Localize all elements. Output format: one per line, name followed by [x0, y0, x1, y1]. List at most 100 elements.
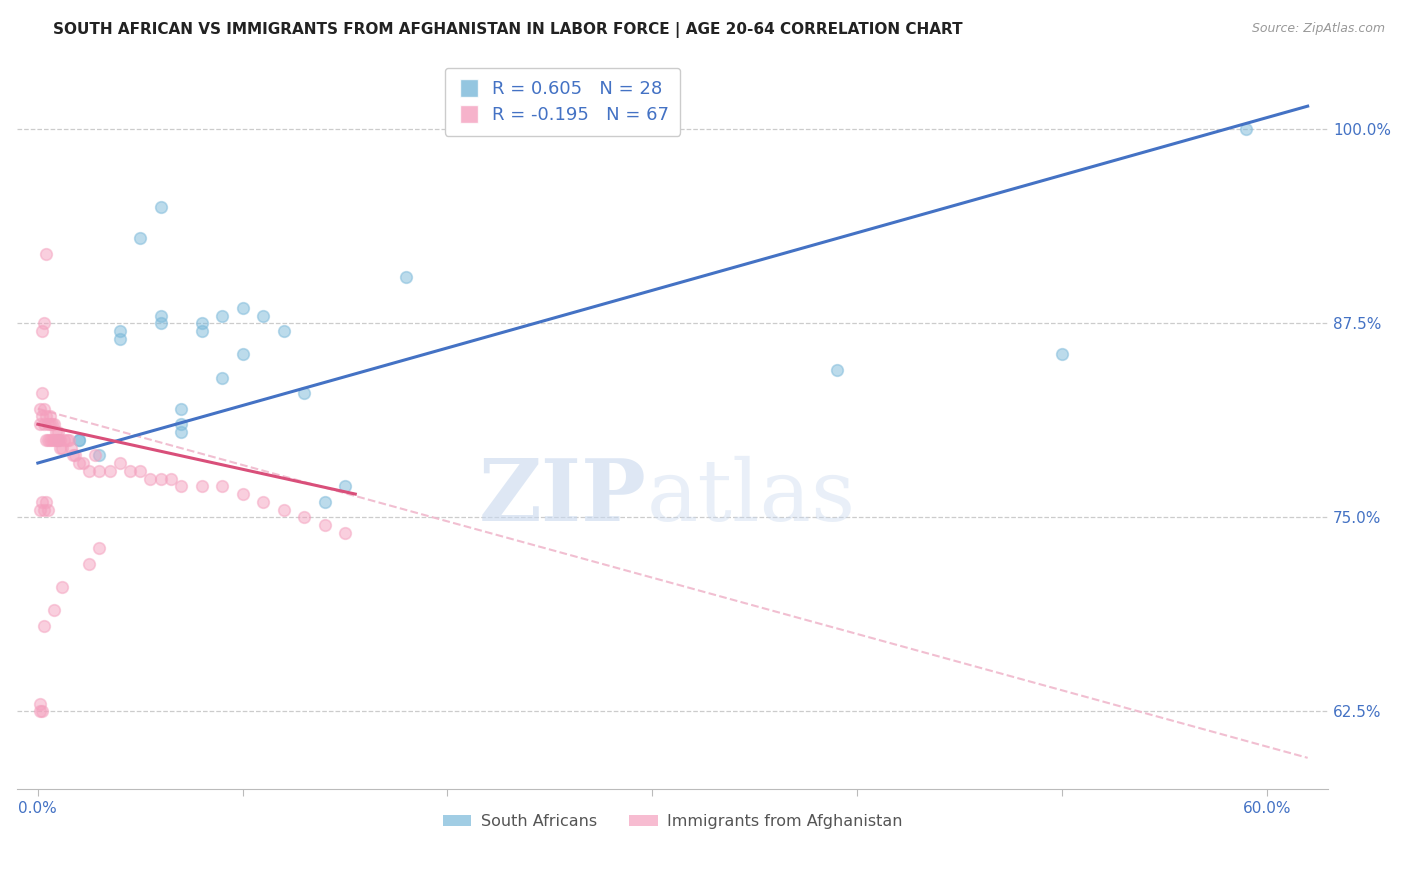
- Point: [273, 502, 295, 516]
- Point: [35, 246, 58, 260]
- Point: [149, 317, 172, 331]
- Text: Source: ZipAtlas.com: Source: ZipAtlas.com: [1251, 22, 1385, 36]
- Point: [211, 370, 233, 384]
- Point: [35, 409, 58, 424]
- Point: [232, 301, 254, 315]
- Point: [273, 324, 295, 338]
- Point: [77, 557, 100, 571]
- Point: [46, 433, 69, 447]
- Point: [77, 464, 100, 478]
- Point: [89, 448, 111, 462]
- Point: [129, 464, 152, 478]
- Point: [139, 471, 162, 485]
- Point: [41, 417, 63, 432]
- Point: [62, 448, 84, 462]
- Point: [67, 433, 90, 447]
- Point: [37, 417, 59, 432]
- Point: [35, 495, 58, 509]
- Point: [46, 425, 69, 439]
- Point: [89, 464, 111, 478]
- Point: [32, 401, 55, 416]
- Point: [395, 269, 418, 284]
- Point: [129, 231, 152, 245]
- Point: [46, 433, 69, 447]
- Point: [118, 464, 141, 478]
- Point: [170, 479, 193, 493]
- Text: ZIP: ZIP: [479, 455, 647, 539]
- Point: [170, 425, 193, 439]
- Point: [55, 433, 77, 447]
- Point: [28, 401, 51, 416]
- Point: [41, 433, 63, 447]
- Point: [108, 324, 131, 338]
- Point: [190, 324, 212, 338]
- Point: [39, 417, 62, 432]
- Point: [252, 495, 274, 509]
- Point: [160, 471, 183, 485]
- Point: [31, 386, 53, 401]
- Point: [37, 433, 59, 447]
- Point: [149, 471, 172, 485]
- Point: [35, 433, 58, 447]
- Point: [190, 479, 212, 493]
- Point: [28, 697, 51, 711]
- Point: [53, 433, 76, 447]
- Point: [31, 324, 53, 338]
- Text: atlas: atlas: [647, 456, 856, 539]
- Point: [58, 433, 80, 447]
- Point: [37, 502, 59, 516]
- Point: [59, 441, 82, 455]
- Point: [39, 433, 62, 447]
- Point: [98, 464, 121, 478]
- Point: [314, 495, 336, 509]
- Point: [232, 347, 254, 361]
- Point: [333, 479, 356, 493]
- Point: [292, 510, 315, 524]
- Point: [149, 200, 172, 214]
- Point: [32, 502, 55, 516]
- Point: [51, 580, 73, 594]
- Point: [211, 479, 233, 493]
- Point: [44, 603, 66, 617]
- Point: [170, 401, 193, 416]
- Point: [190, 317, 212, 331]
- Point: [314, 518, 336, 533]
- Point: [252, 309, 274, 323]
- Point: [825, 363, 848, 377]
- Point: [31, 704, 53, 718]
- Point: [45, 425, 67, 439]
- Point: [72, 456, 94, 470]
- Point: [28, 417, 51, 432]
- Point: [32, 417, 55, 432]
- Point: [28, 704, 51, 718]
- Point: [49, 433, 72, 447]
- Point: [31, 495, 53, 509]
- Point: [45, 433, 67, 447]
- Point: [170, 417, 193, 432]
- Point: [232, 487, 254, 501]
- Point: [292, 386, 315, 401]
- Point: [44, 417, 66, 432]
- Point: [89, 541, 111, 556]
- Legend: South Africans, Immigrants from Afghanistan: South Africans, Immigrants from Afghanis…: [436, 808, 910, 836]
- Point: [333, 525, 356, 540]
- Point: [1234, 122, 1257, 136]
- Point: [67, 433, 90, 447]
- Point: [32, 619, 55, 633]
- Text: SOUTH AFRICAN VS IMMIGRANTS FROM AFGHANISTAN IN LABOR FORCE | AGE 20-64 CORRELAT: SOUTH AFRICAN VS IMMIGRANTS FROM AFGHANI…: [53, 22, 963, 38]
- Point: [211, 309, 233, 323]
- Point: [108, 456, 131, 470]
- Point: [108, 332, 131, 346]
- Point: [84, 448, 107, 462]
- Point: [1050, 347, 1073, 361]
- Point: [31, 409, 53, 424]
- Point: [39, 409, 62, 424]
- Point: [32, 317, 55, 331]
- Point: [63, 448, 86, 462]
- Point: [67, 456, 90, 470]
- Point: [28, 502, 51, 516]
- Point: [49, 441, 72, 455]
- Point: [51, 441, 73, 455]
- Point: [44, 433, 66, 447]
- Point: [149, 309, 172, 323]
